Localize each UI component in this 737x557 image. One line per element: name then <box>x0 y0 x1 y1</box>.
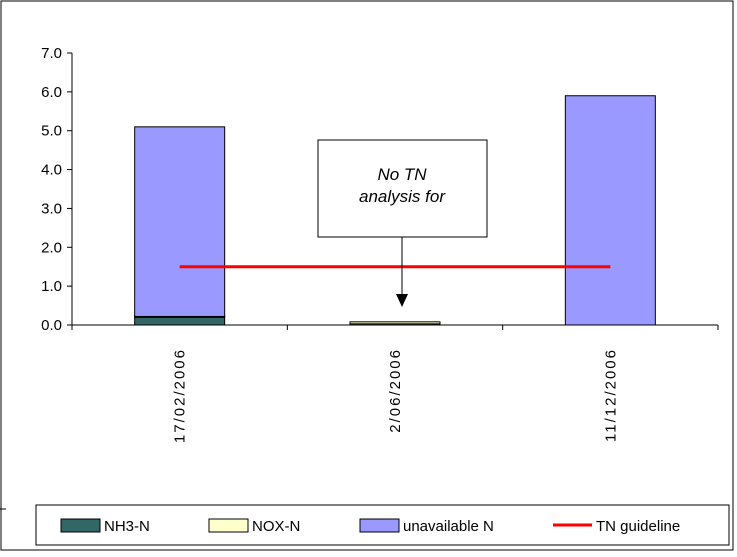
x-category-label: 11/12/2006 <box>602 348 619 442</box>
bar-segment-unavailable-n <box>134 126 226 317</box>
legend-label-nox: NOX-N <box>252 518 300 535</box>
y-tick-label: 7.0 <box>41 45 62 62</box>
y-tick-label: 3.0 <box>41 200 62 217</box>
legend-label-guideline: TN guideline <box>596 518 680 535</box>
x-category-label: 17/02/2006 <box>172 348 189 443</box>
annotation-line2: analysis for <box>359 187 446 206</box>
annotation-arrow-head <box>396 294 408 307</box>
y-ticks: 0.0 1.0 2.0 3.0 4.0 5.0 6.0 7.0 <box>41 45 72 334</box>
y-tick-label: 4.0 <box>41 162 62 179</box>
y-tick-label: 5.0 <box>41 123 62 140</box>
legend: NH3-N NOX-N unavailable N TN guideline <box>35 504 730 546</box>
x-category-label: 2/06/2006 <box>387 348 404 433</box>
bars <box>134 95 656 326</box>
legend-swatch-unavailable <box>359 518 400 533</box>
legend-label-unavailable: unavailable N <box>403 518 494 535</box>
bar-segment-unavailable-n <box>564 95 656 326</box>
y-tick-label: 1.0 <box>41 278 62 295</box>
annotation-line1: No TN <box>377 165 427 184</box>
annotation-callout: No TN analysis for <box>317 139 488 307</box>
x-ticks: 17/02/2006 2/06/2006 11/12/2006 <box>71 325 719 443</box>
y-tick-label: 2.0 <box>41 239 62 256</box>
y-tick-label: 6.0 <box>41 84 62 101</box>
y-tick-label: 0.0 <box>41 317 62 334</box>
bar-segment-nh3-n <box>134 316 226 326</box>
annotation-box <box>317 139 488 238</box>
legend-label-nh3: NH3-N <box>104 518 150 535</box>
legend-swatch-nh3 <box>60 518 101 533</box>
legend-swatch-nox <box>208 518 249 533</box>
bar-segment-nox-n <box>349 321 441 325</box>
